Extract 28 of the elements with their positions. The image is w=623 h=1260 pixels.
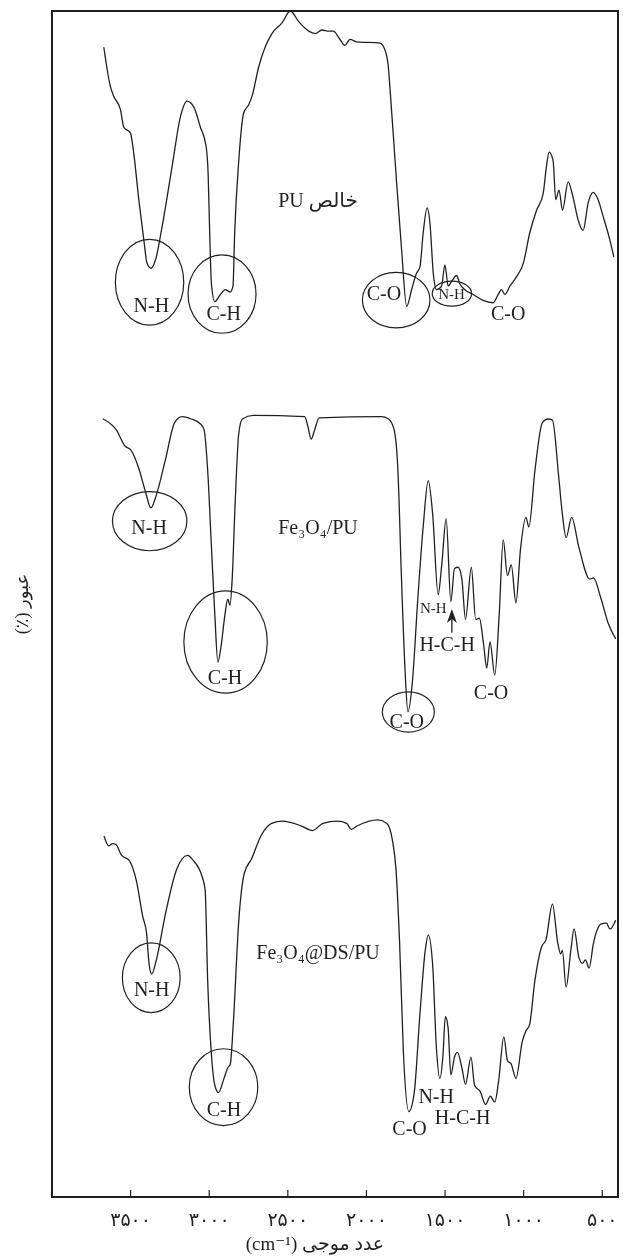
text: Fe₃O₄/PU [278, 515, 359, 538]
annotation: C-O [366, 281, 402, 304]
annotation: N-H [133, 294, 170, 317]
y-axis-title: عبور (٪) [12, 573, 34, 635]
x-tick-label: ۱۵۰۰ [424, 1209, 466, 1230]
annotation: C-O [389, 710, 425, 733]
annotation: C-O [473, 680, 509, 703]
x-tick-label: ۲۰۰۰ [346, 1209, 387, 1230]
annotation: C-H [206, 1098, 242, 1121]
annotation: H-C-H [419, 632, 475, 655]
x-tick-label: ۱۰۰۰ [503, 1209, 545, 1230]
annotation: N-H [131, 516, 167, 539]
series-label: PU خالص [278, 188, 358, 212]
annotation: C-O [490, 302, 526, 325]
x-tick-label: ۳۰۰۰ [188, 1209, 230, 1230]
x-tick-label: ۵۰۰ [586, 1209, 618, 1230]
x-axis-title: عدد موجی (cm⁻¹) [245, 1233, 385, 1255]
x-tick-label: ۲۵۰۰ [267, 1209, 309, 1230]
annotation: H-C-H [434, 1105, 491, 1128]
annotation: N-H [133, 978, 170, 1001]
x-tick-label: ۳۵۰۰ [110, 1209, 152, 1230]
series-label: Fe₃O₄@DS/PU [256, 941, 381, 965]
annotation: C-O [392, 1117, 427, 1140]
annotation: N-H [438, 285, 466, 302]
annotation: C-H [206, 302, 241, 325]
annotation: N-H [418, 1085, 454, 1107]
annotation: C-H [207, 665, 243, 688]
annotation: N-H [420, 599, 447, 616]
